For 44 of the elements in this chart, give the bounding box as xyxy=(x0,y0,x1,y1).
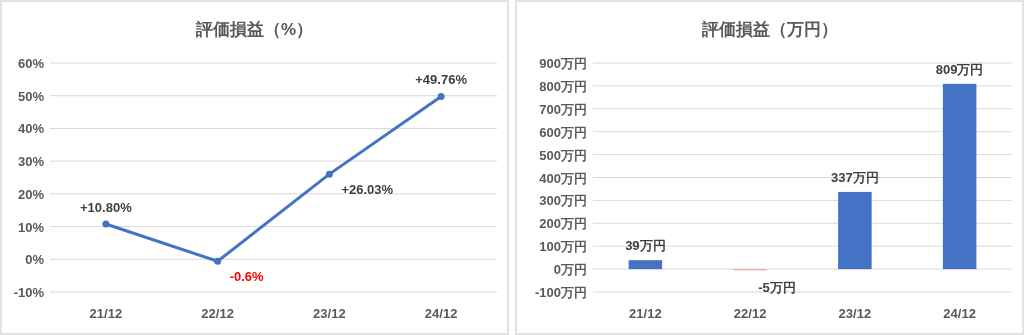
y-tick-label: 700万円 xyxy=(539,101,587,117)
y-tick-label: 0万円 xyxy=(553,262,587,278)
data-label: 39万円 xyxy=(625,238,666,254)
chart-title: 評価損益（%） xyxy=(194,20,314,39)
y-tick-label: -10% xyxy=(13,285,45,300)
data-label: 809万円 xyxy=(935,61,984,77)
y-tick-label: 300万円 xyxy=(539,193,587,209)
x-tick-label: 21/12 xyxy=(89,306,123,321)
chart-title: 評価損益（万円） xyxy=(700,20,838,39)
y-tick-label: 200万円 xyxy=(539,216,587,232)
x-tick-label: 23/12 xyxy=(313,306,346,321)
y-tick-label: 50% xyxy=(17,88,45,104)
data-label: 337万円 xyxy=(831,169,879,185)
x-tick-label: 23/12 xyxy=(838,306,872,321)
x-tick-label: 21/12 xyxy=(629,306,662,321)
y-tick-label: -100万円 xyxy=(534,285,587,300)
bar xyxy=(942,83,977,270)
x-tick-label: 22/12 xyxy=(733,306,767,321)
data-label: -0.6% xyxy=(229,269,265,285)
y-tick-label: 900万円 xyxy=(539,56,587,71)
y-tick-label: 600万円 xyxy=(539,124,587,140)
data-label: +10.80% xyxy=(80,199,133,215)
x-tick-label: 24/12 xyxy=(424,306,458,321)
y-tick-label: 20% xyxy=(17,186,45,202)
data-label: +26.03% xyxy=(341,182,394,198)
bar xyxy=(838,191,872,270)
x-tick-label: 24/12 xyxy=(943,306,976,321)
y-tick-label: 500万円 xyxy=(539,147,587,163)
point xyxy=(214,257,222,265)
y-tick-label: 10% xyxy=(17,219,45,235)
y-tick-label: 800万円 xyxy=(539,78,587,94)
y-tick-label: 400万円 xyxy=(539,170,587,186)
data-label: +49.76% xyxy=(415,72,468,88)
y-tick-label: 100万円 xyxy=(539,239,587,255)
x-tick-label: 22/12 xyxy=(201,306,234,321)
y-tick-label: 60% xyxy=(17,56,45,71)
y-tick-label: 40% xyxy=(17,121,45,137)
bar xyxy=(628,260,663,270)
y-tick-label: 0% xyxy=(25,252,45,268)
data-label: -5万円 xyxy=(758,280,796,296)
point xyxy=(102,220,110,228)
point xyxy=(325,170,333,178)
y-tick-label: 30% xyxy=(17,154,45,170)
point xyxy=(437,93,445,100)
